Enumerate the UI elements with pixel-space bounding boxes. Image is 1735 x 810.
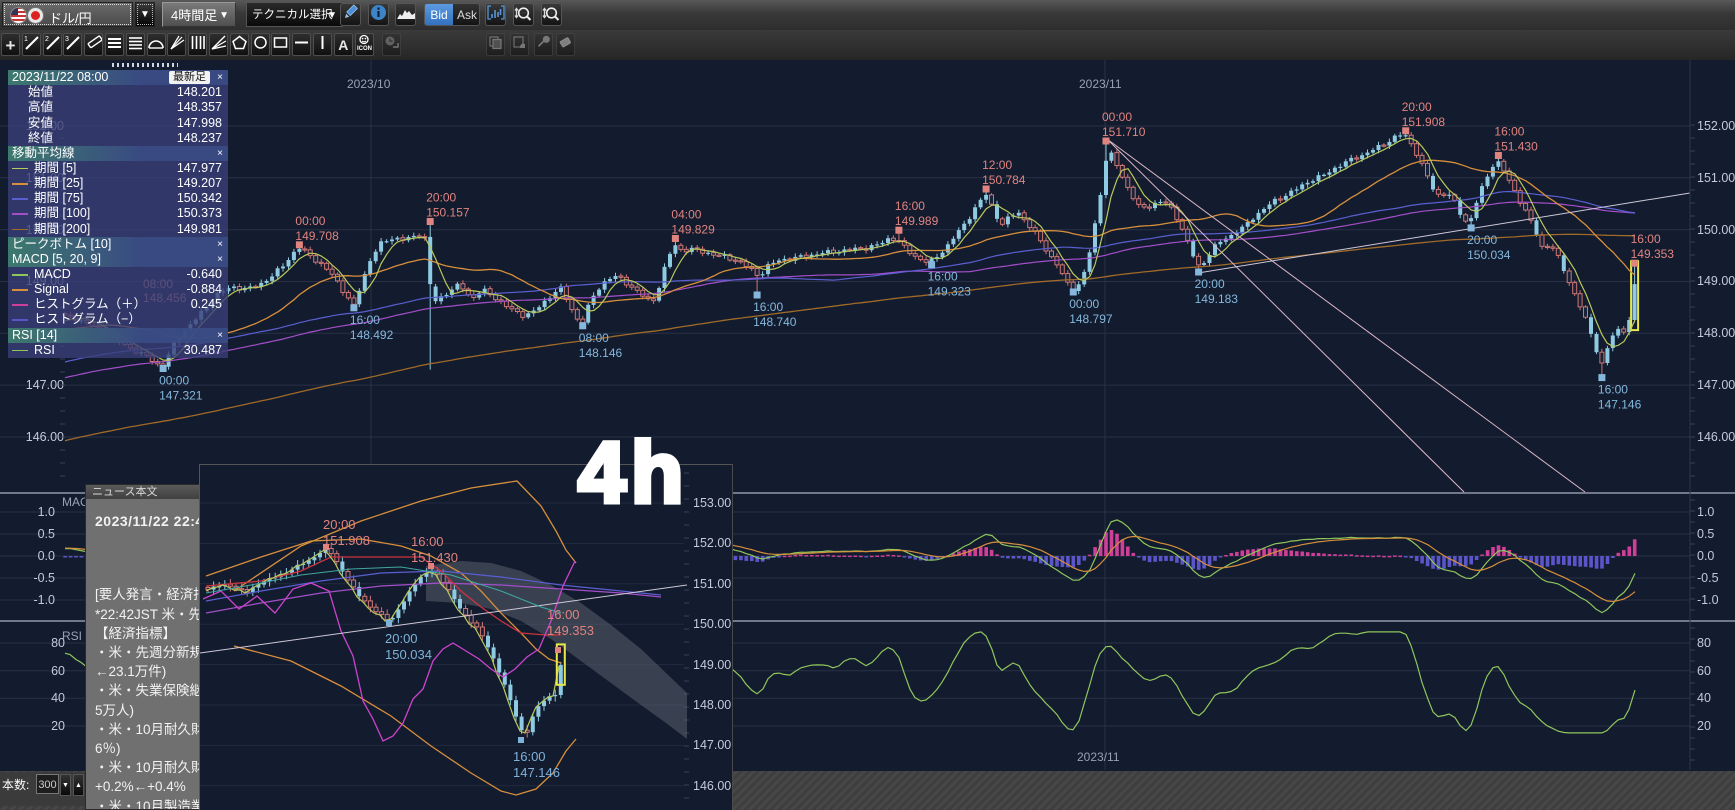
svg-text:00:00: 00:00: [1069, 297, 1099, 311]
svg-text:149.829: 149.829: [671, 223, 715, 237]
svg-text:20:00: 20:00: [1195, 277, 1225, 291]
svg-text:148.740: 148.740: [753, 315, 797, 329]
svg-text:151.908: 151.908: [323, 533, 370, 548]
svg-text:146.00: 146.00: [26, 430, 64, 444]
svg-text:151.430: 151.430: [1494, 140, 1538, 154]
svg-text:16:00: 16:00: [928, 270, 958, 284]
svg-text:-0.5: -0.5: [33, 571, 55, 585]
svg-text:2023/11: 2023/11: [1077, 750, 1120, 764]
svg-text:60: 60: [1697, 664, 1711, 678]
svg-text:20:00: 20:00: [323, 517, 356, 532]
svg-text:00:00: 00:00: [1102, 110, 1132, 124]
svg-text:20:00: 20:00: [1467, 233, 1497, 247]
svg-text:149.989: 149.989: [895, 214, 939, 228]
svg-text:16:00: 16:00: [350, 313, 380, 327]
svg-text:150.034: 150.034: [385, 647, 432, 662]
svg-text:146.00: 146.00: [693, 779, 731, 793]
svg-text:60: 60: [51, 664, 65, 678]
svg-text:150.034: 150.034: [1467, 248, 1511, 262]
svg-text:ICON: ICON: [357, 46, 372, 51]
svg-text:20: 20: [1697, 719, 1711, 733]
svg-text:151.908: 151.908: [1402, 115, 1446, 129]
svg-text:146.00: 146.00: [1697, 430, 1735, 444]
svg-text:151.430: 151.430: [411, 550, 458, 565]
svg-text:00:00: 00:00: [159, 374, 189, 388]
svg-text:0.0: 0.0: [1697, 549, 1714, 563]
svg-text:16:00: 16:00: [1494, 125, 1524, 139]
svg-text:40: 40: [1697, 691, 1711, 705]
svg-text:147.00: 147.00: [693, 738, 731, 752]
svg-text:16:00: 16:00: [1598, 383, 1628, 397]
svg-text:16:00: 16:00: [1631, 232, 1661, 246]
svg-text:147.00: 147.00: [1697, 378, 1735, 392]
svg-text:149.00: 149.00: [1697, 274, 1735, 288]
svg-text:16:00: 16:00: [547, 607, 580, 622]
svg-text:20:00: 20:00: [1402, 100, 1432, 114]
svg-text:150.784: 150.784: [982, 173, 1026, 187]
svg-text:1: 1: [24, 36, 28, 43]
svg-text:151.710: 151.710: [1102, 125, 1146, 139]
svg-text:20:00: 20:00: [385, 631, 418, 646]
svg-text:0.5: 0.5: [38, 527, 55, 541]
svg-text:-1.0: -1.0: [1697, 593, 1719, 607]
svg-text:16:00: 16:00: [753, 300, 783, 314]
svg-text:148.146: 148.146: [579, 346, 623, 360]
svg-text:149.00: 149.00: [693, 658, 731, 672]
svg-text:0.5: 0.5: [1697, 527, 1714, 541]
svg-text:153.00: 153.00: [693, 496, 731, 510]
svg-text:150.157: 150.157: [426, 206, 470, 220]
svg-text:148.797: 148.797: [1069, 312, 1113, 326]
svg-text:0.0: 0.0: [38, 549, 55, 563]
svg-text:147.321: 147.321: [159, 389, 203, 403]
svg-text:2: 2: [45, 36, 49, 43]
svg-text:04:00: 04:00: [671, 208, 701, 222]
svg-text:12:00: 12:00: [982, 158, 1012, 172]
svg-text:-0.5: -0.5: [1697, 571, 1719, 585]
svg-text:149.353: 149.353: [1631, 247, 1675, 261]
svg-text:3: 3: [65, 36, 69, 43]
svg-text:147.146: 147.146: [1598, 398, 1642, 412]
svg-text:149.708: 149.708: [295, 229, 339, 243]
svg-text:148.492: 148.492: [350, 328, 394, 342]
svg-text:149.323: 149.323: [928, 285, 972, 299]
svg-text:00:00: 00:00: [295, 214, 325, 228]
svg-text:150.00: 150.00: [1697, 223, 1735, 237]
svg-text:08:00: 08:00: [579, 331, 609, 345]
svg-text:-1.0: -1.0: [33, 593, 55, 607]
svg-text:148.00: 148.00: [1697, 326, 1735, 340]
svg-text:20: 20: [51, 719, 65, 733]
svg-text:80: 80: [1697, 636, 1711, 650]
svg-text:2023/10: 2023/10: [347, 77, 391, 91]
svg-text:16:00: 16:00: [411, 534, 444, 549]
svg-text:147.146: 147.146: [513, 765, 560, 780]
svg-text:149.353: 149.353: [547, 623, 594, 638]
svg-text:40: 40: [51, 691, 65, 705]
svg-text:1.0: 1.0: [38, 505, 55, 519]
svg-text:149.183: 149.183: [1195, 292, 1239, 306]
svg-text:2023/11: 2023/11: [1079, 77, 1122, 91]
svg-text:151.00: 151.00: [693, 577, 731, 591]
svg-text:80: 80: [51, 636, 65, 650]
svg-text:148.00: 148.00: [693, 698, 731, 712]
svg-text:151.00: 151.00: [1697, 171, 1735, 185]
svg-text:1.0: 1.0: [1697, 505, 1714, 519]
svg-text:147.00: 147.00: [26, 378, 64, 392]
svg-text:16:00: 16:00: [895, 199, 925, 213]
svg-text:152.00: 152.00: [1697, 119, 1735, 133]
svg-text:152.00: 152.00: [693, 536, 731, 550]
svg-text:16:00: 16:00: [513, 749, 546, 764]
svg-text:20:00: 20:00: [426, 191, 456, 205]
svg-text:150.00: 150.00: [693, 617, 731, 631]
